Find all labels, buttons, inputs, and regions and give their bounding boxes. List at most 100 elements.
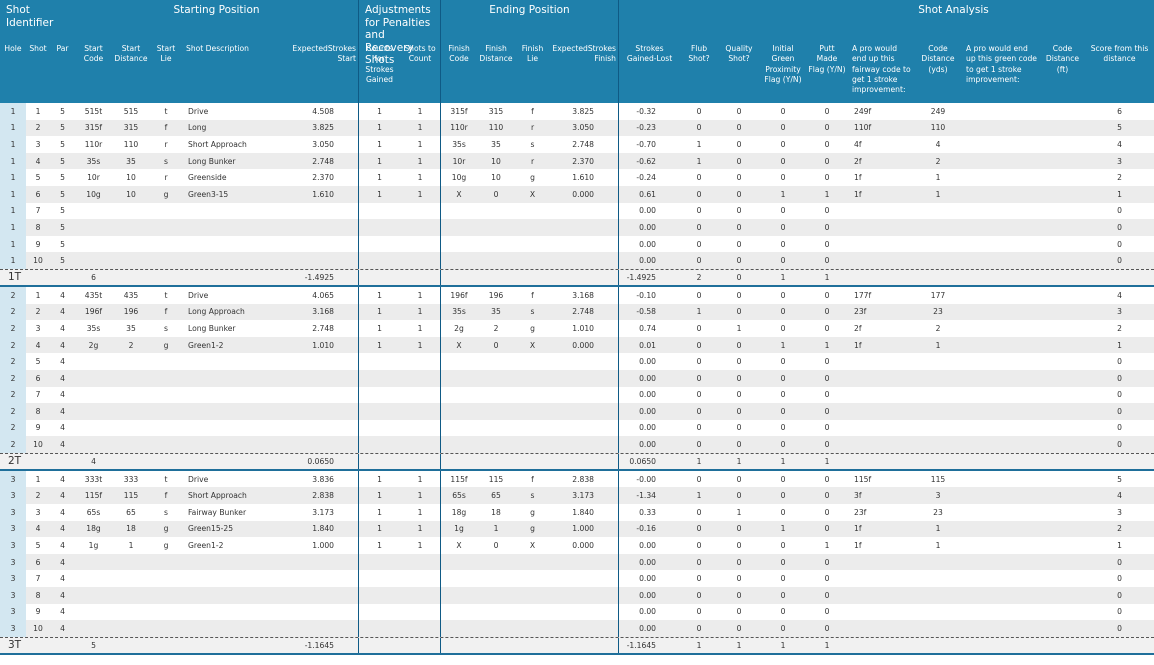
cell: 5 — [35, 541, 41, 551]
shot-row: 1 7 5 0.00 0 0 0 0 0 — [0, 202, 1154, 220]
cell: 0 — [696, 357, 702, 367]
cell — [112, 420, 150, 437]
cell — [400, 387, 440, 404]
total-cell: 1 — [824, 640, 830, 650]
cell: 0 — [824, 557, 830, 567]
cell — [550, 604, 618, 621]
cell: 1 — [358, 504, 400, 521]
cell: 0 — [780, 607, 786, 617]
cell: 4 — [60, 557, 65, 567]
cell: 2 — [0, 403, 26, 420]
total-cell — [112, 270, 150, 285]
cell: 5 — [60, 139, 65, 149]
cell — [358, 553, 400, 571]
cell: 0 — [780, 290, 786, 300]
cell — [962, 120, 1040, 137]
shot-row: 2 8 4 0.00 0 0 0 0 0 — [0, 403, 1154, 420]
cell — [182, 604, 275, 621]
total-cell — [848, 270, 914, 285]
cell: Drive — [188, 474, 209, 484]
cell: 4 — [1117, 290, 1122, 300]
shot-row: 2 6 4 0.00 0 0 0 0 0 — [0, 369, 1154, 387]
total-cell — [112, 638, 150, 653]
total-cell: 1 — [736, 640, 742, 650]
cell: 0 — [736, 189, 742, 199]
cell: 0 — [1117, 390, 1122, 400]
cell — [962, 153, 1040, 170]
cell — [275, 604, 358, 621]
cell — [914, 554, 962, 571]
cell: 0 — [780, 206, 786, 216]
cell — [1040, 521, 1085, 538]
cell: 0.74 — [618, 320, 680, 337]
cell: g — [530, 323, 535, 333]
cell: 2 — [35, 491, 41, 501]
column-header: Code Distance (yds) — [921, 44, 955, 74]
column-header: Score from this distance — [1090, 44, 1149, 64]
total-cell — [914, 270, 962, 285]
column-header-row: Hole Shot Par Start Code Start Distance Start… — [0, 42, 1154, 103]
total-cell — [550, 638, 618, 653]
cell: 1 — [417, 189, 423, 199]
total-cell — [150, 270, 182, 285]
cell: 0 — [824, 256, 830, 266]
cell: 35s — [86, 323, 101, 333]
total-cell — [182, 638, 275, 653]
total-cell: 1 — [824, 272, 830, 282]
cell: -0.00 — [618, 470, 680, 488]
shot-row: 3 3 4 65s 65 s Fairway Bunker 3.173 1 1 18g 18 g 1.84… — [0, 504, 1154, 521]
cell: 0 — [780, 106, 786, 116]
cell: 5 — [60, 106, 65, 116]
column-header: Finish Code — [440, 42, 477, 103]
cell — [848, 387, 914, 404]
column-header: Start Distance — [114, 44, 148, 64]
cell — [515, 554, 550, 571]
cell — [358, 587, 400, 604]
total-cell — [26, 454, 50, 469]
cell — [477, 353, 515, 370]
cell: 0 — [1117, 590, 1122, 600]
group-header: Starting Position — [173, 4, 260, 16]
column-header: Finish Distance — [479, 44, 513, 64]
cell: 3 — [0, 537, 26, 554]
cell: 7 — [35, 574, 41, 584]
group-header: Shot Identifier — [6, 4, 54, 29]
cell: 196f — [84, 307, 103, 317]
cell: 0 — [736, 607, 742, 617]
cell: 4 — [60, 323, 65, 333]
cell — [515, 370, 550, 387]
cell — [400, 420, 440, 437]
cell — [150, 620, 182, 637]
cell — [962, 219, 1040, 236]
cell: 23 — [933, 507, 943, 517]
cell: 1 — [358, 336, 400, 354]
cell: 1f — [854, 541, 862, 551]
cell: 0 — [780, 507, 786, 517]
total-cell — [358, 453, 400, 469]
cell — [550, 252, 618, 269]
cell: 2 — [1117, 173, 1122, 183]
cell — [550, 387, 618, 404]
cell: X — [440, 537, 477, 554]
cell — [75, 203, 112, 220]
cell: Greenside — [188, 173, 227, 183]
cell: 177 — [930, 290, 946, 300]
cell — [477, 587, 515, 604]
cell — [150, 353, 182, 370]
cell — [440, 235, 477, 253]
cell — [440, 369, 477, 387]
cell: -0.16 — [618, 520, 680, 538]
cell: r — [164, 139, 168, 149]
total-cell: 1 — [696, 456, 702, 466]
cell — [515, 436, 550, 453]
cell — [515, 236, 550, 253]
cell: 1 — [824, 189, 830, 199]
cell: 23 — [933, 307, 943, 317]
cell — [914, 620, 962, 637]
cell — [1040, 570, 1085, 587]
cell: 0 — [696, 541, 702, 551]
cell — [962, 521, 1040, 538]
cell — [400, 370, 440, 387]
column-header: Counts for Strokes Gained — [358, 42, 400, 103]
